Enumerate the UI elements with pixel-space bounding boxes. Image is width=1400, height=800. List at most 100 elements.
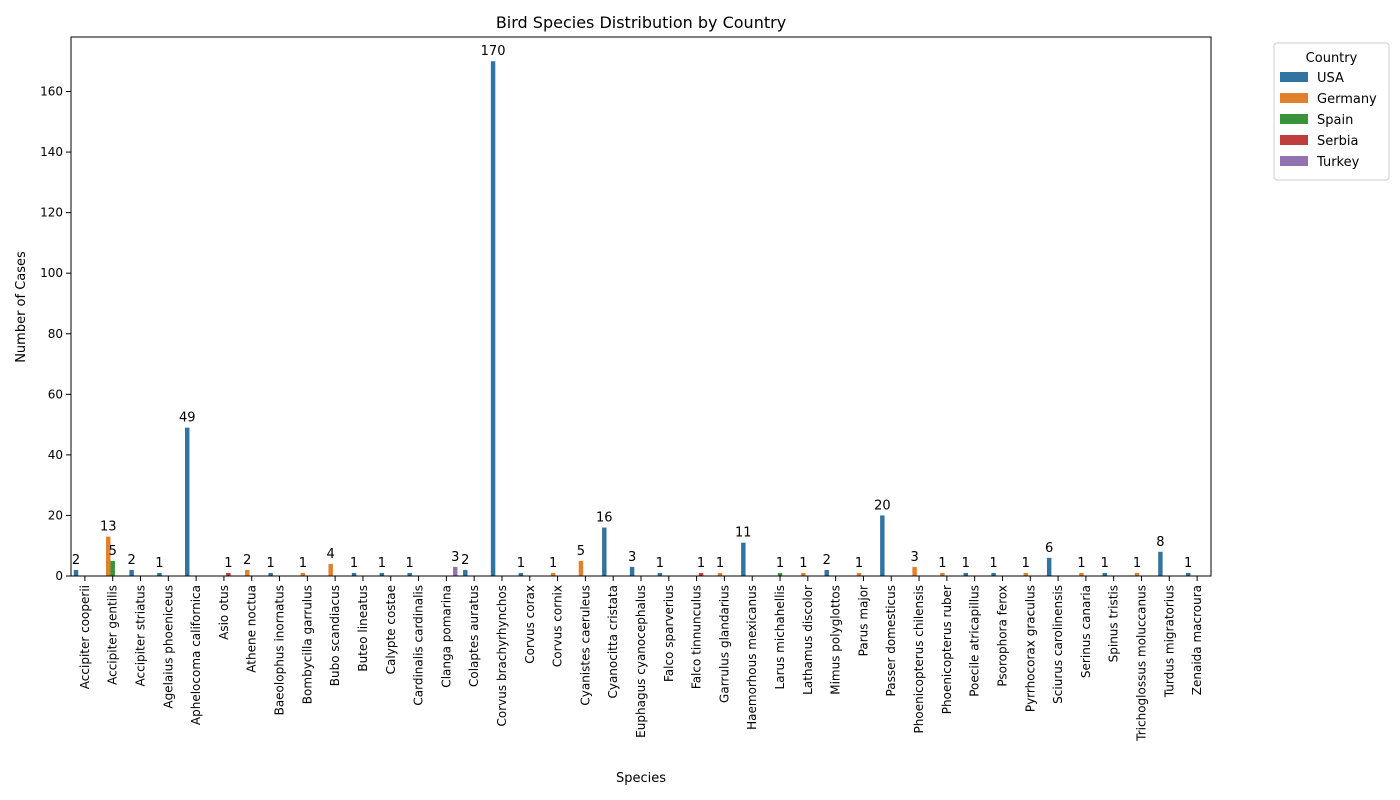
data-label: 4 bbox=[327, 547, 335, 562]
bar-usa-15 bbox=[490, 61, 496, 577]
data-label: 2 bbox=[127, 553, 135, 568]
bar-usa-14 bbox=[463, 569, 468, 576]
data-label: 16 bbox=[596, 511, 613, 526]
data-label: 1 bbox=[1022, 556, 1030, 571]
legend-label-usa: USA bbox=[1317, 71, 1344, 86]
x-tick-label: Trichoglossus moluccanus bbox=[1134, 585, 1148, 742]
data-label: 1 bbox=[938, 556, 946, 571]
bar-usa-3 bbox=[157, 572, 162, 576]
bar-usa-40 bbox=[1185, 572, 1191, 576]
x-tick-label: Clanga pomarina bbox=[439, 585, 453, 688]
data-label: 5 bbox=[577, 544, 585, 559]
y-axis-label: Number of Cases bbox=[14, 251, 29, 363]
x-tick-label: Passer domesticus bbox=[884, 585, 898, 696]
data-label: 1 bbox=[299, 556, 307, 571]
data-label: 20 bbox=[874, 498, 891, 513]
data-label: 1 bbox=[378, 556, 386, 571]
bar-usa-32 bbox=[963, 572, 968, 576]
bar-germany-17 bbox=[550, 572, 556, 576]
x-tick-label: Falco tinnunculus bbox=[690, 585, 704, 689]
legend-swatch-turkey bbox=[1280, 156, 1308, 166]
data-label: 2 bbox=[823, 553, 831, 568]
data-label: 1 bbox=[989, 556, 997, 571]
y-tick-label: 60 bbox=[48, 387, 63, 401]
data-label: 1 bbox=[656, 556, 664, 571]
data-label: 1 bbox=[266, 556, 274, 571]
data-label: 1 bbox=[517, 556, 525, 571]
x-tick-label: Phoenicopterus chilensis bbox=[912, 585, 926, 733]
bar-usa-21 bbox=[657, 572, 663, 576]
x-tick-label: Haemorhous mexicanus bbox=[745, 585, 759, 730]
data-label: 1 bbox=[155, 556, 163, 571]
data-label: 2 bbox=[243, 553, 251, 568]
x-tick-label: Baeolophus inornatus bbox=[273, 585, 287, 715]
bar-germany-38 bbox=[1134, 572, 1140, 576]
y-tick-label: 100 bbox=[40, 266, 63, 280]
y-tick-label: 20 bbox=[48, 508, 63, 522]
bar-usa-35 bbox=[1046, 557, 1052, 576]
bar-spain-25 bbox=[777, 572, 783, 576]
data-label: 1 bbox=[776, 556, 784, 571]
data-label: 1 bbox=[1077, 556, 1085, 571]
x-tick-label: Accipiter striatus bbox=[134, 585, 148, 686]
bar-usa-37 bbox=[1102, 572, 1108, 576]
data-label: 1 bbox=[962, 556, 970, 571]
x-tick-label: Accipiter gentilis bbox=[106, 585, 120, 685]
x-tick-label: Corvus cornix bbox=[551, 585, 565, 667]
data-label: 1 bbox=[549, 556, 557, 571]
bar-turkey-13 bbox=[453, 566, 458, 576]
data-label: 2 bbox=[72, 553, 80, 568]
data-label: 1 bbox=[350, 556, 358, 571]
x-tick-label: Serinus canaria bbox=[1079, 585, 1093, 678]
data-label: 1 bbox=[224, 556, 232, 571]
bar-germany-6 bbox=[245, 569, 250, 576]
bar-germany-1 bbox=[106, 536, 111, 576]
bar-usa-39 bbox=[1158, 551, 1163, 576]
x-tick-label: Corvus brachyrhynchos bbox=[495, 585, 509, 726]
legend-label-turkey: Turkey bbox=[1316, 155, 1360, 170]
x-tick-label: Asio otus bbox=[217, 585, 231, 640]
y-tick-label: 40 bbox=[48, 448, 63, 462]
bar-usa-11 bbox=[379, 572, 385, 576]
x-tick-label: Phoenicopterus ruber bbox=[940, 585, 954, 714]
x-tick-label: Bubo scandiacus bbox=[328, 585, 342, 686]
x-tick-label: Bombycilla garrulus bbox=[300, 585, 314, 704]
bar-usa-0 bbox=[73, 569, 79, 576]
bar-germany-28 bbox=[856, 572, 862, 576]
legend-swatch-usa bbox=[1280, 72, 1308, 82]
y-tick-label: 140 bbox=[40, 145, 63, 159]
x-tick-label: Athene noctua bbox=[245, 585, 259, 673]
bar-germany-31 bbox=[940, 572, 945, 576]
data-label: 13 bbox=[100, 520, 117, 535]
x-tick-label: Calypte costae bbox=[384, 585, 398, 674]
x-tick-label: Zenaida macroura bbox=[1190, 585, 1204, 695]
x-tick-label: Euphagus cyanocephalus bbox=[634, 585, 648, 738]
data-label: 1 bbox=[406, 556, 414, 571]
x-tick-label: Agelaius phoeniceus bbox=[161, 585, 175, 709]
data-label: 170 bbox=[481, 44, 506, 59]
data-label: 3 bbox=[451, 550, 459, 565]
x-tick-label: Mimus polyglottos bbox=[829, 585, 843, 695]
data-label: 1 bbox=[855, 556, 863, 571]
bar-usa-2 bbox=[129, 569, 134, 576]
bar-usa-29 bbox=[880, 515, 885, 576]
x-tick-label: Larus michahellis bbox=[773, 585, 787, 689]
data-label: 5 bbox=[109, 544, 117, 559]
bar-usa-33 bbox=[991, 572, 996, 576]
bar-germany-30 bbox=[912, 566, 917, 576]
data-label: 1 bbox=[1184, 556, 1192, 571]
data-label: 8 bbox=[1156, 535, 1164, 550]
legend-title: Country bbox=[1306, 51, 1358, 66]
x-tick-label: Falco sparverius bbox=[662, 585, 676, 682]
x-axis-label: Species bbox=[616, 771, 666, 786]
bar-usa-4 bbox=[185, 427, 190, 576]
y-tick-label: 120 bbox=[40, 206, 63, 220]
x-tick-label: Spinus tristis bbox=[1107, 585, 1121, 662]
bar-usa-24 bbox=[741, 542, 746, 576]
y-tick-label: 0 bbox=[55, 569, 63, 583]
x-tick-label: Cyanocitta cristata bbox=[606, 585, 620, 699]
